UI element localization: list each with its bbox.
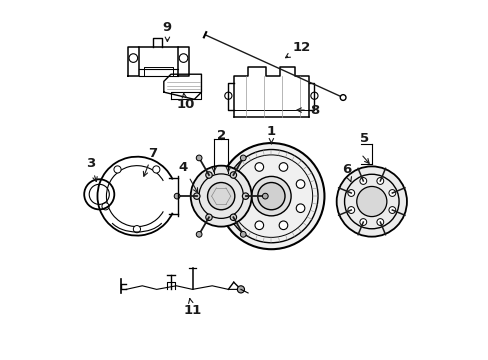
Circle shape xyxy=(152,166,160,173)
Circle shape xyxy=(174,193,180,199)
Circle shape xyxy=(207,183,234,210)
Circle shape xyxy=(240,155,245,161)
Circle shape xyxy=(129,54,137,62)
Circle shape xyxy=(340,95,346,100)
Circle shape xyxy=(205,214,212,220)
Circle shape xyxy=(376,177,383,184)
Text: 1: 1 xyxy=(266,125,275,144)
Circle shape xyxy=(196,155,202,161)
Text: 7: 7 xyxy=(143,147,157,176)
Circle shape xyxy=(179,54,187,62)
Circle shape xyxy=(230,214,236,220)
Circle shape xyxy=(262,193,267,199)
Circle shape xyxy=(257,183,285,210)
Circle shape xyxy=(388,207,395,213)
Circle shape xyxy=(336,166,406,237)
Circle shape xyxy=(347,190,354,197)
Circle shape xyxy=(190,166,251,226)
Circle shape xyxy=(279,163,287,171)
Circle shape xyxy=(205,172,212,178)
Text: 11: 11 xyxy=(183,298,201,318)
Text: 3: 3 xyxy=(86,157,97,181)
Circle shape xyxy=(218,143,324,249)
Circle shape xyxy=(376,219,383,225)
Circle shape xyxy=(356,186,386,217)
Text: 6: 6 xyxy=(342,163,351,182)
Text: 8: 8 xyxy=(296,104,318,117)
Circle shape xyxy=(114,166,121,173)
Text: 10: 10 xyxy=(176,93,194,111)
Circle shape xyxy=(296,180,304,188)
Circle shape xyxy=(359,219,366,225)
Circle shape xyxy=(238,180,246,188)
Circle shape xyxy=(238,204,246,212)
Circle shape xyxy=(347,207,354,213)
Text: 2: 2 xyxy=(216,129,225,142)
Circle shape xyxy=(240,231,245,237)
Text: 9: 9 xyxy=(163,21,172,41)
Circle shape xyxy=(359,177,366,184)
Circle shape xyxy=(196,231,202,237)
Circle shape xyxy=(133,226,140,233)
Circle shape xyxy=(296,204,304,212)
Circle shape xyxy=(251,176,290,216)
Circle shape xyxy=(279,221,287,230)
Circle shape xyxy=(230,172,236,178)
Text: 12: 12 xyxy=(285,41,310,58)
Circle shape xyxy=(255,221,263,230)
Circle shape xyxy=(102,203,109,210)
Circle shape xyxy=(388,190,395,197)
Circle shape xyxy=(255,163,263,171)
Text: 5: 5 xyxy=(359,132,368,145)
Circle shape xyxy=(237,286,244,293)
Circle shape xyxy=(242,193,248,199)
Circle shape xyxy=(193,193,200,199)
Text: 4: 4 xyxy=(179,161,197,193)
